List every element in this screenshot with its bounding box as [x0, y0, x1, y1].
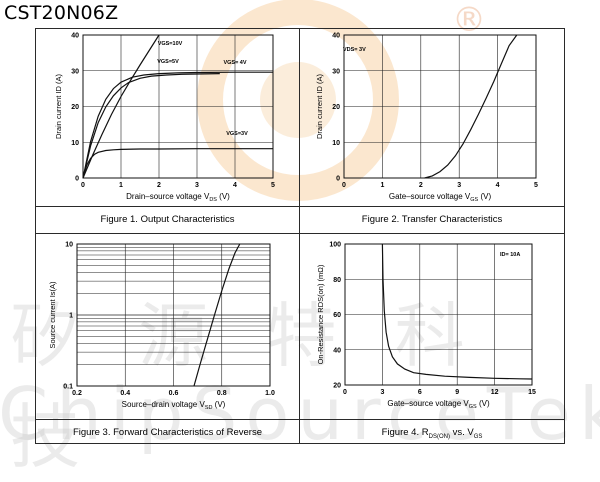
- series-line: [82, 148, 273, 179]
- x-tick-label: 3: [195, 182, 199, 189]
- y-tick-label: 30: [71, 68, 79, 75]
- x-axis-label: Gate–source voltage VGS (V): [387, 399, 490, 410]
- plot-area-border: [344, 243, 533, 386]
- x-tick-label: 9: [455, 389, 459, 396]
- y-tick-label: 100: [329, 242, 341, 249]
- chart-output-characteristics: 0 1 2 3 4 5 0 10 20 30 40 Drain–source voltage VDS …: [54, 33, 275, 204]
- chart-forward-characteristics: 0.2 0.4 0.6 0.8 1.0 0.1 1 10 Source–drain voltag…: [48, 242, 275, 412]
- y-tick-label: 80: [333, 277, 341, 284]
- x-tick-label: 3: [457, 182, 461, 189]
- x-tick-label: 0.6: [169, 390, 179, 397]
- x-tick-label: 4: [233, 182, 237, 189]
- part-number: CST20N06Z: [4, 2, 119, 24]
- figure-grid-frame: [35, 28, 565, 444]
- y-tick-label: 40: [71, 33, 79, 40]
- x-tick-label: 0.2: [72, 390, 82, 397]
- x-tick-label: 2: [419, 182, 423, 189]
- x-tick-label: 12: [491, 389, 499, 396]
- series-label: VGS= 4V: [223, 60, 246, 66]
- caption-figure-4-sub2: GS: [473, 433, 483, 440]
- x-tick-label: 3: [380, 389, 384, 396]
- y-tick-label: 40: [333, 347, 341, 354]
- series-label: VGS=3V: [226, 131, 248, 137]
- x-tick-label: 1: [380, 182, 384, 189]
- series-line: [82, 71, 273, 179]
- x-tick-label: 4: [496, 182, 500, 189]
- x-tick-label: 0.8: [217, 390, 227, 397]
- series-line: [193, 243, 241, 387]
- caption-figure-1: Figure 1. Output Characteristics: [100, 214, 235, 225]
- caption-figure-4-tail: vs. V: [449, 427, 474, 438]
- x-tick-label: 0: [81, 182, 85, 189]
- y-axis-label: Drain current ID (A): [54, 73, 63, 139]
- y-axis-label: Drain current ID (A): [315, 73, 324, 139]
- x-tick-label: 5: [534, 182, 538, 189]
- x-axis-label: Gate–source voltage VGS (V): [389, 192, 492, 203]
- caption-figure-2: Figure 2. Transfer Characteristics: [361, 214, 503, 225]
- x-axis-label: Source–drain voltage VSD (V): [122, 400, 226, 411]
- caption-figure-4: Figure 4. RDS(ON) vs. VGS: [300, 427, 564, 440]
- y-tick-label: 1: [69, 313, 73, 320]
- caption-figure-4-sub: DS(ON): [428, 433, 450, 440]
- caption-figure-3: Figure 3. Forward Characteristics of Rev…: [72, 427, 262, 438]
- y-tick-label: 30: [332, 68, 340, 75]
- caption-figure-4-main: Figure 4. R: [381, 427, 429, 438]
- y-tick-label: 60: [333, 312, 341, 319]
- plot-area-border: [76, 243, 271, 387]
- x-tick-label: 0: [343, 389, 347, 396]
- chart-rdson-vs-vgs: 0 3 6 9 12 15 20 40 60 80 100 Gate–source voltage V…: [316, 242, 536, 411]
- y-tick-label: 40: [332, 33, 340, 40]
- x-tick-label: 0: [342, 182, 346, 189]
- y-axis-label: On-Resistance RDS(on) (mΩ): [316, 264, 325, 364]
- y-tick-label: 20: [332, 104, 340, 111]
- x-tick-label: 2: [157, 182, 161, 189]
- y-tick-label: 20: [333, 383, 341, 390]
- x-tick-label: 5: [271, 182, 275, 189]
- row-divider-1: [35, 206, 565, 207]
- x-tick-label: 6: [418, 389, 422, 396]
- x-tick-label: 15: [528, 389, 536, 396]
- x-tick-label: 1.0: [265, 390, 275, 397]
- series-line: [82, 34, 160, 179]
- y-tick-label: 0: [75, 176, 79, 183]
- series-line: [82, 73, 220, 179]
- y-axis-label: Source current Is(A): [48, 281, 57, 349]
- plot-area-border: [343, 34, 537, 179]
- column-divider: [299, 28, 300, 444]
- chart-annotation: VDS= 3V: [343, 47, 366, 53]
- chart-transfer-characteristics: 0 1 2 3 4 5 0 10 20 30 40 Gate–source voltage VGS (…: [315, 33, 538, 204]
- series-line: [424, 34, 518, 179]
- y-tick-label: 10: [65, 242, 73, 249]
- x-tick-label: 1: [119, 182, 123, 189]
- series-label: VGS=5V: [157, 59, 179, 65]
- series-label: VGS=10V: [158, 41, 183, 47]
- row-divider-2: [35, 233, 565, 234]
- y-tick-label: 0: [336, 176, 340, 183]
- y-tick-label: 20: [71, 104, 79, 111]
- plot-area-border: [82, 34, 274, 179]
- y-tick-label: 10: [332, 140, 340, 147]
- series-line: [381, 243, 533, 380]
- row-divider-3: [35, 419, 565, 420]
- chart-annotation: ID= 10A: [500, 252, 520, 258]
- x-tick-label: 0.4: [120, 390, 130, 397]
- x-axis-label: Drain–source voltage VDS (V): [126, 192, 230, 203]
- y-tick-label: 0.1: [63, 384, 73, 391]
- y-tick-label: 10: [71, 140, 79, 147]
